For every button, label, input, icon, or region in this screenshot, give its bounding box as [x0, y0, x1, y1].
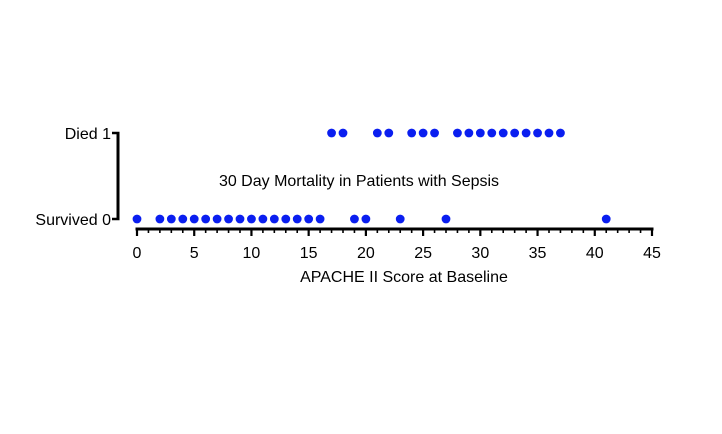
data-point — [281, 214, 291, 224]
data-point — [544, 128, 554, 138]
x-tick-label: 20 — [357, 245, 375, 262]
y-axis: Survived 0 Died 1 — [35, 126, 120, 229]
data-point — [178, 214, 188, 224]
chart-title: 30 Day Mortality in Patients with Sepsis — [219, 173, 499, 190]
data-point — [464, 128, 474, 138]
data-point — [407, 128, 417, 138]
x-tick-label: 35 — [529, 245, 547, 262]
x-tick-label: 10 — [243, 245, 261, 262]
data-point — [487, 128, 497, 138]
data-point — [327, 128, 336, 138]
x-tick-label: 30 — [471, 245, 489, 262]
x-tick-label: 5 — [190, 245, 199, 262]
data-point — [556, 128, 565, 138]
data-points — [132, 128, 611, 224]
data-point — [453, 128, 462, 138]
data-point — [166, 214, 176, 224]
x-tick-label: 40 — [586, 245, 604, 262]
data-point — [224, 214, 233, 224]
data-point — [361, 214, 371, 224]
data-point — [498, 128, 508, 138]
data-point — [430, 128, 439, 138]
data-point — [235, 214, 245, 224]
data-point — [189, 214, 199, 224]
data-point — [521, 128, 531, 138]
data-point — [418, 128, 428, 138]
x-axis-title: APACHE II Score at Baseline — [300, 269, 508, 286]
data-point — [132, 214, 142, 224]
x-axis: 0 5 10 15 20 25 30 35 40 45 — [133, 227, 661, 262]
x-tick-label: 0 — [133, 245, 142, 262]
data-point — [395, 214, 405, 224]
y-tick-label: Survived 0 — [35, 212, 111, 229]
data-point — [292, 214, 302, 224]
data-point — [304, 214, 314, 224]
x-tick-label: 25 — [414, 245, 432, 262]
data-point — [510, 128, 520, 138]
x-tick-label: 15 — [300, 245, 318, 262]
data-point — [384, 128, 394, 138]
y-tick-label: Died 1 — [65, 126, 111, 143]
data-point — [372, 128, 382, 138]
data-point — [258, 214, 268, 224]
data-point — [201, 214, 211, 224]
data-point — [601, 214, 611, 224]
data-point — [315, 214, 325, 224]
data-point — [269, 214, 279, 224]
data-point — [350, 214, 359, 224]
data-point — [212, 214, 222, 224]
x-tick-label: 45 — [643, 245, 661, 262]
data-point — [475, 128, 485, 138]
data-point — [338, 128, 348, 138]
data-point — [533, 128, 542, 138]
data-point — [247, 214, 256, 224]
data-point — [441, 214, 451, 224]
data-point — [155, 214, 165, 224]
